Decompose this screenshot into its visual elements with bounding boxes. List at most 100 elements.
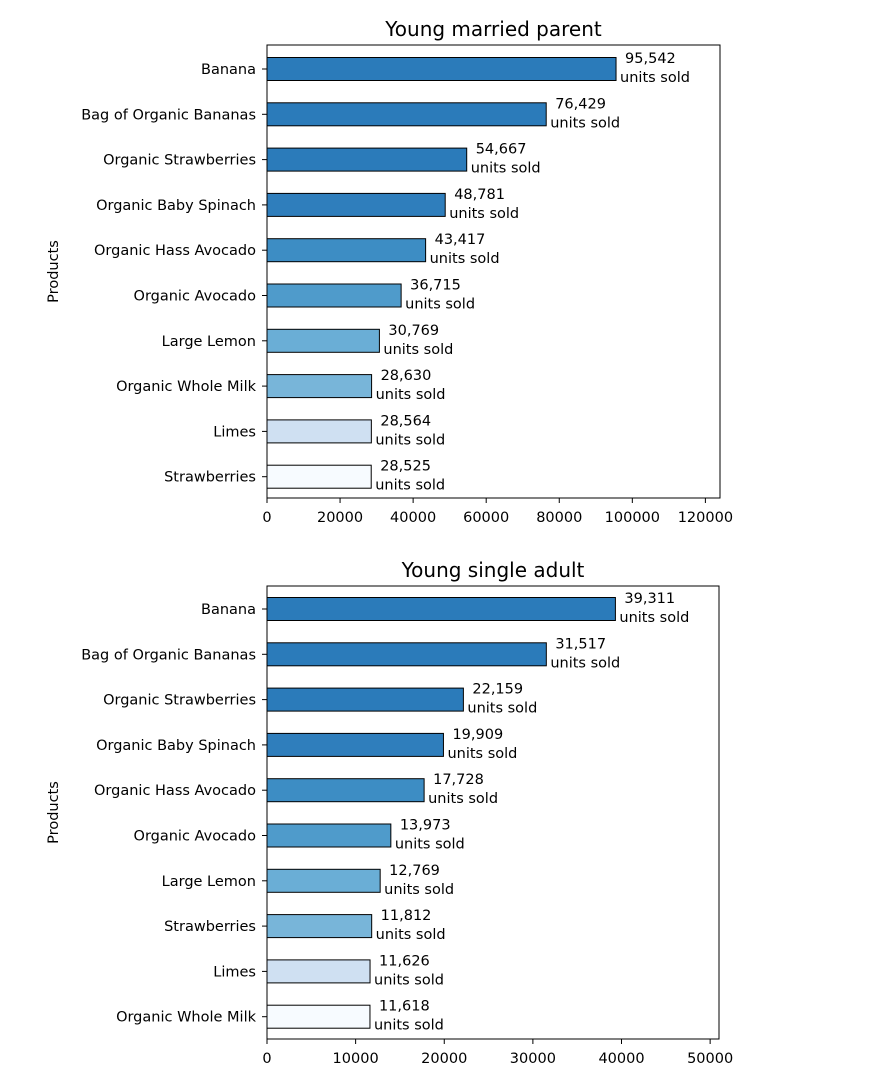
x-tick-label: 120000 (678, 510, 733, 526)
bar (266, 1004, 371, 1029)
data-label-unit: units sold (384, 882, 454, 898)
bar (266, 732, 444, 757)
bar (266, 147, 468, 172)
data-label-unit: units sold (550, 115, 620, 131)
data-label-unit: units sold (376, 387, 446, 403)
y-tick-label: Large Lemon (162, 874, 256, 890)
y-tick-label: Large Lemon (162, 334, 256, 350)
bar (266, 57, 617, 81)
y-axis-label: Products (46, 781, 62, 844)
data-label-value: 39,311 (624, 591, 675, 607)
x-tick-label: 0 (262, 510, 271, 526)
bar (266, 102, 547, 127)
x-tick-label: 0 (262, 1051, 271, 1067)
data-label-value: 31,517 (555, 636, 606, 652)
data-label-value: 28,630 (381, 368, 432, 384)
data-label-value: 95,542 (625, 51, 676, 67)
data-label-unit: units sold (374, 972, 444, 988)
data-label-unit: units sold (376, 927, 446, 943)
data-label-value: 12,769 (389, 863, 440, 879)
bar (266, 914, 373, 939)
y-tick-label: Organic Hass Avocado (94, 243, 256, 259)
bar (266, 374, 373, 399)
bar (266, 192, 446, 217)
data-label-unit: units sold (375, 432, 445, 448)
plot-frame (266, 585, 720, 1040)
data-label-unit: units sold (405, 297, 475, 313)
data-label-value: 43,417 (435, 232, 486, 248)
data-label-unit: units sold (449, 206, 519, 222)
data-label-unit: units sold (619, 610, 689, 626)
data-label-value: 19,909 (452, 727, 503, 743)
x-tick-label: 40000 (390, 510, 436, 526)
bar (266, 283, 402, 308)
y-tick-label: Bag of Organic Bananas (81, 107, 256, 123)
y-tick-label: Organic Baby Spinach (96, 198, 256, 214)
y-tick-label: Limes (213, 424, 256, 440)
y-tick-label: Strawberries (164, 470, 256, 486)
data-label-value: 54,667 (476, 142, 527, 158)
chart-panel-2: Young single adult Products Banana 39,311 un… (46, 558, 733, 1067)
data-label-unit: units sold (550, 655, 620, 671)
bar (266, 868, 381, 893)
y-tick-label: Organic Avocado (134, 289, 257, 305)
x-tick-label: 50000 (687, 1051, 733, 1067)
y-tick-label: Organic Avocado (134, 829, 257, 845)
y-tick-label: Bag of Organic Bananas (81, 647, 256, 663)
data-label-value: 13,973 (400, 818, 451, 834)
data-label-unit: units sold (447, 746, 517, 762)
data-label-unit: units sold (383, 342, 453, 358)
y-tick-label: Organic Whole Milk (116, 1010, 257, 1026)
y-tick-label: Organic Strawberries (103, 153, 256, 169)
data-label-unit: units sold (395, 837, 465, 853)
x-tick-label: 80000 (536, 510, 582, 526)
bar (266, 642, 547, 667)
y-tick-label: Banana (201, 62, 256, 78)
data-label-unit: units sold (375, 478, 445, 494)
plot-frame (266, 44, 721, 499)
bar (266, 823, 392, 848)
y-tick-label: Organic Hass Avocado (94, 783, 256, 799)
data-label-value: 11,618 (379, 999, 430, 1015)
y-tick-label: Organic Baby Spinach (96, 738, 256, 754)
data-label-unit: units sold (620, 70, 690, 86)
data-label-unit: units sold (374, 1018, 444, 1034)
data-label-value: 11,626 (379, 953, 430, 969)
chart-title: Young married parent (384, 17, 602, 41)
x-tick-label: 20000 (421, 1051, 467, 1067)
y-tick-label: Banana (201, 602, 256, 618)
data-label-value: 17,728 (433, 772, 484, 788)
bar (266, 419, 372, 444)
x-tick-label: 30000 (510, 1051, 556, 1067)
bar (266, 238, 427, 263)
x-tick-label: 100000 (605, 510, 660, 526)
data-label-unit: units sold (471, 161, 541, 177)
y-tick-label: Limes (213, 964, 256, 980)
data-label-value: 28,564 (380, 413, 431, 429)
data-label-value: 48,781 (454, 187, 505, 203)
bar (266, 778, 425, 803)
bar (266, 464, 372, 489)
data-label-value: 11,812 (381, 908, 432, 924)
chart-panel-1: Young married parent Products Banana 95,542… (46, 17, 733, 526)
y-tick-label: Organic Whole Milk (116, 379, 257, 395)
data-label-value: 30,769 (388, 323, 439, 339)
x-tick-label: 10000 (333, 1051, 379, 1067)
bar (266, 687, 464, 712)
data-label-unit: units sold (467, 701, 537, 717)
y-axis-label: Products (46, 240, 62, 303)
data-label-value: 28,525 (380, 459, 431, 475)
bar (266, 959, 371, 984)
data-label-unit: units sold (430, 251, 500, 267)
x-tick-label: 40000 (598, 1051, 644, 1067)
x-tick-label: 20000 (317, 510, 363, 526)
y-tick-label: Organic Strawberries (103, 693, 256, 709)
chart-title: Young single adult (401, 558, 585, 582)
data-label-unit: units sold (428, 791, 498, 807)
data-label-value: 76,429 (555, 96, 606, 112)
data-label-value: 36,715 (410, 278, 461, 294)
data-label-value: 22,159 (472, 682, 523, 698)
x-tick-label: 60000 (463, 510, 509, 526)
bar (266, 597, 616, 621)
